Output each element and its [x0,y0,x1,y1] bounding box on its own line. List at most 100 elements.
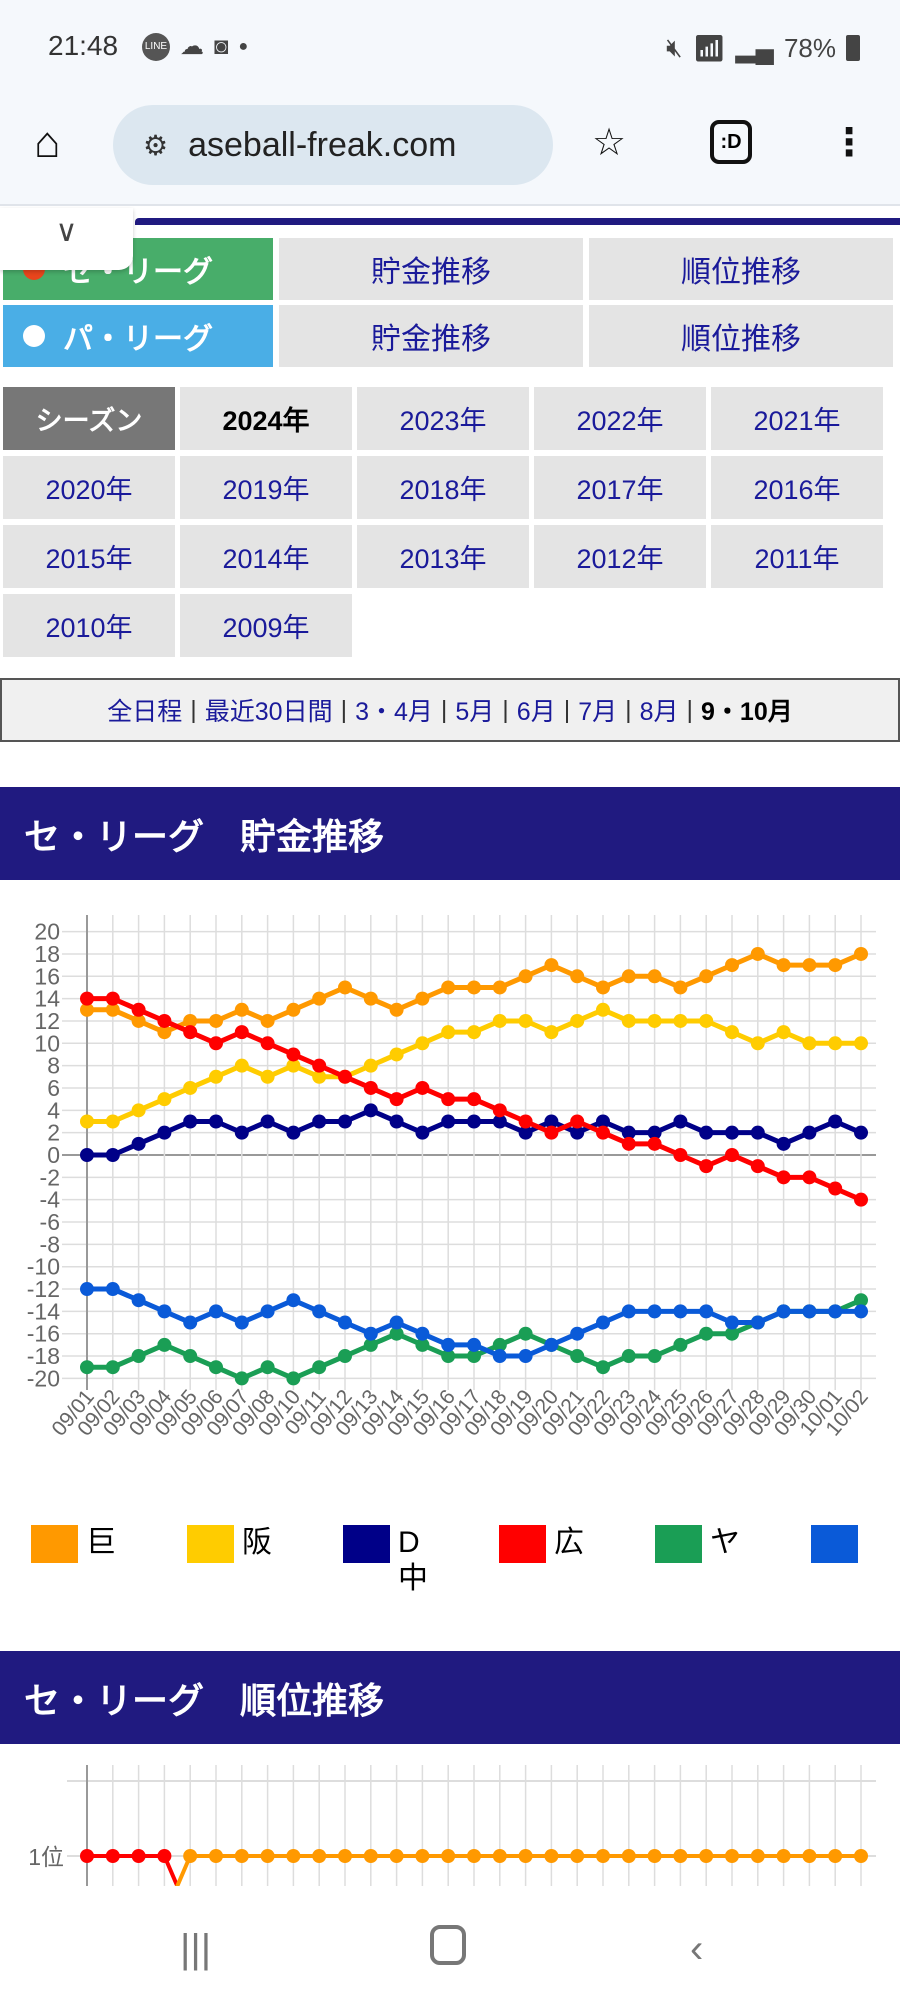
address-bar[interactable]: ⚙ aseball-freak.com [113,105,553,185]
season-year-button[interactable]: 2024年 [180,387,352,450]
data-point [828,1304,843,1319]
data-point [389,1092,404,1107]
data-point [750,1036,765,1051]
legend-item[interactable]: 広 [499,1525,655,1597]
data-point [647,1304,662,1319]
url-text[interactable]: aseball-freak.com [188,125,457,164]
data-point [131,1013,146,1028]
data-point [802,1304,817,1319]
data-point [828,958,843,973]
data-point [673,1148,688,1162]
data-point [492,1013,507,1028]
season-year-button[interactable]: 2009年 [180,594,352,657]
period-link[interactable]: 3・4月 [355,698,433,726]
season-year-button[interactable]: 2017年 [534,456,706,519]
y-tick-label: 10 [34,1030,60,1056]
data-point [776,1170,791,1185]
back-icon[interactable]: ‹ [690,1927,704,1971]
data-point [518,1349,533,1364]
season-year-button[interactable]: 2015年 [3,525,175,588]
data-point [725,1326,739,1341]
home-icon[interactable]: ⌂ [34,118,61,167]
data-point [415,1326,430,1341]
data-point [363,1080,378,1095]
season-year-button[interactable]: 2012年 [534,525,706,588]
site-settings-icon[interactable]: ⚙ [143,129,169,161]
data-point [492,1849,507,1863]
period-link[interactable]: 8月 [639,698,679,726]
period-link[interactable]: 6月 [516,698,556,726]
data-point [441,980,456,995]
season-year-button[interactable]: 2022年 [534,387,706,450]
home-nav-icon[interactable] [430,1925,466,1965]
season-year-button[interactable]: 2020年 [3,456,175,519]
period-link[interactable]: 全日程 [107,698,183,726]
legend-label: D中 [398,1526,428,1595]
data-point [363,1058,378,1073]
legend-item[interactable]: ヤ [655,1525,811,1597]
data-point [518,1114,533,1129]
data-point [312,1304,327,1319]
season-year-button[interactable]: 2019年 [180,456,352,519]
legend-item[interactable] [811,1525,900,1597]
period-link[interactable]: 5月 [455,698,495,726]
star-icon[interactable]: ☆ [592,122,627,164]
data-point [596,1125,610,1140]
data-point [518,969,533,984]
data-point [699,1159,714,1174]
period-link[interactable]: 7月 [578,698,618,726]
legend-item[interactable]: 阪 [187,1525,343,1597]
data-point [544,1114,559,1129]
season-year-button[interactable]: 2011年 [711,525,883,588]
data-point [699,1125,714,1140]
data-point [286,1849,301,1863]
data-point [776,958,791,973]
season-year-button[interactable]: 2014年 [180,525,352,588]
data-point [828,1036,843,1051]
data-point [699,1326,714,1341]
menu-icon[interactable]: ⋮ [830,122,868,164]
chart-legend: 巨 阪 D中 広 ヤ [31,1525,900,1597]
android-nav-bar: ||| ‹ [0,1887,900,2000]
data-point [725,958,739,973]
period-link[interactable]: 最近30日間 [204,698,333,726]
legend-swatch [187,1525,234,1563]
data-point [776,1849,791,1863]
rank-link[interactable]: 順位推移 [589,305,893,367]
data-point [389,1114,404,1129]
season-year-button[interactable]: 2013年 [357,525,529,588]
rank-link[interactable]: 順位推移 [589,238,893,300]
data-point [105,1114,120,1129]
recent-apps-icon[interactable]: ||| [180,1927,212,1971]
data-point [467,1849,481,1863]
season-year-button[interactable]: 2016年 [711,456,883,519]
season-year-button[interactable]: 2018年 [357,456,529,519]
y-tick-label: 8 [47,1053,60,1079]
season-year-button[interactable]: 2010年 [3,594,175,657]
collapse-button[interactable]: ∨ [0,208,133,270]
data-point [234,1125,249,1140]
data-point [234,1849,249,1863]
tab-switcher-icon[interactable]: :D [710,120,752,164]
y-tick-label: -16 [27,1321,60,1347]
data-point [312,1069,327,1084]
season-year-button[interactable]: 2021年 [711,387,883,450]
legend-item[interactable]: D中 [343,1525,499,1597]
data-point [157,1025,172,1040]
savings-link[interactable]: 貯金推移 [279,305,583,367]
league-label[interactable]: パ・リーグ [3,305,273,367]
data-point [518,1326,533,1341]
data-point [544,958,559,973]
data-point [854,1849,868,1863]
legend-item[interactable]: 巨 [31,1525,187,1597]
legend-label: 巨 [86,1526,116,1559]
season-year-button[interactable]: 2023年 [357,387,529,450]
period-link[interactable]: 9・10月 [701,698,793,726]
data-point [131,1103,146,1118]
data-point [570,1013,585,1028]
data-point [209,1304,223,1319]
data-point [647,1013,662,1028]
savings-link[interactable]: 貯金推移 [279,238,583,300]
data-point [596,1002,610,1017]
data-point [673,1337,688,1352]
